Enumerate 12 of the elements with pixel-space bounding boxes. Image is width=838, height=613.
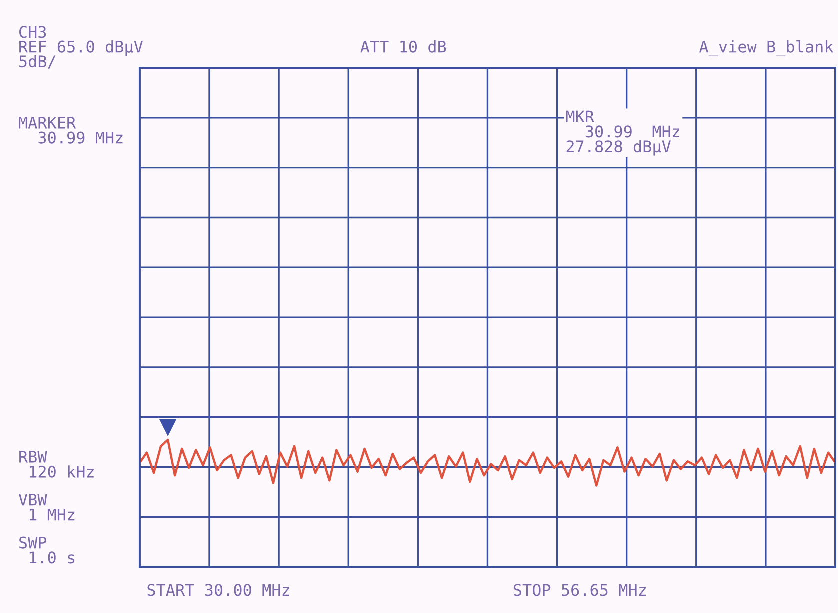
text: MARKER 30.99 MHz — [19, 117, 123, 144]
text: MKR 30.99 MHz 27.828 dBµV — [566, 110, 680, 156]
text: STOP 56.65 MHz — [514, 584, 646, 596]
text: START 30.00 MHz — [148, 584, 290, 596]
text: VBW 1 MHz — [18, 494, 75, 521]
text: SWP 1.0 s — [20, 536, 75, 564]
text: RBW 120 kHz — [20, 451, 94, 478]
text: REF 65.0 dBµV — [20, 40, 143, 56]
text: A_view B_blank — [699, 40, 834, 56]
text: CH3 — [20, 26, 46, 38]
text: 5dB/ — [20, 55, 56, 69]
text: ATT 10 dB — [360, 40, 446, 53]
